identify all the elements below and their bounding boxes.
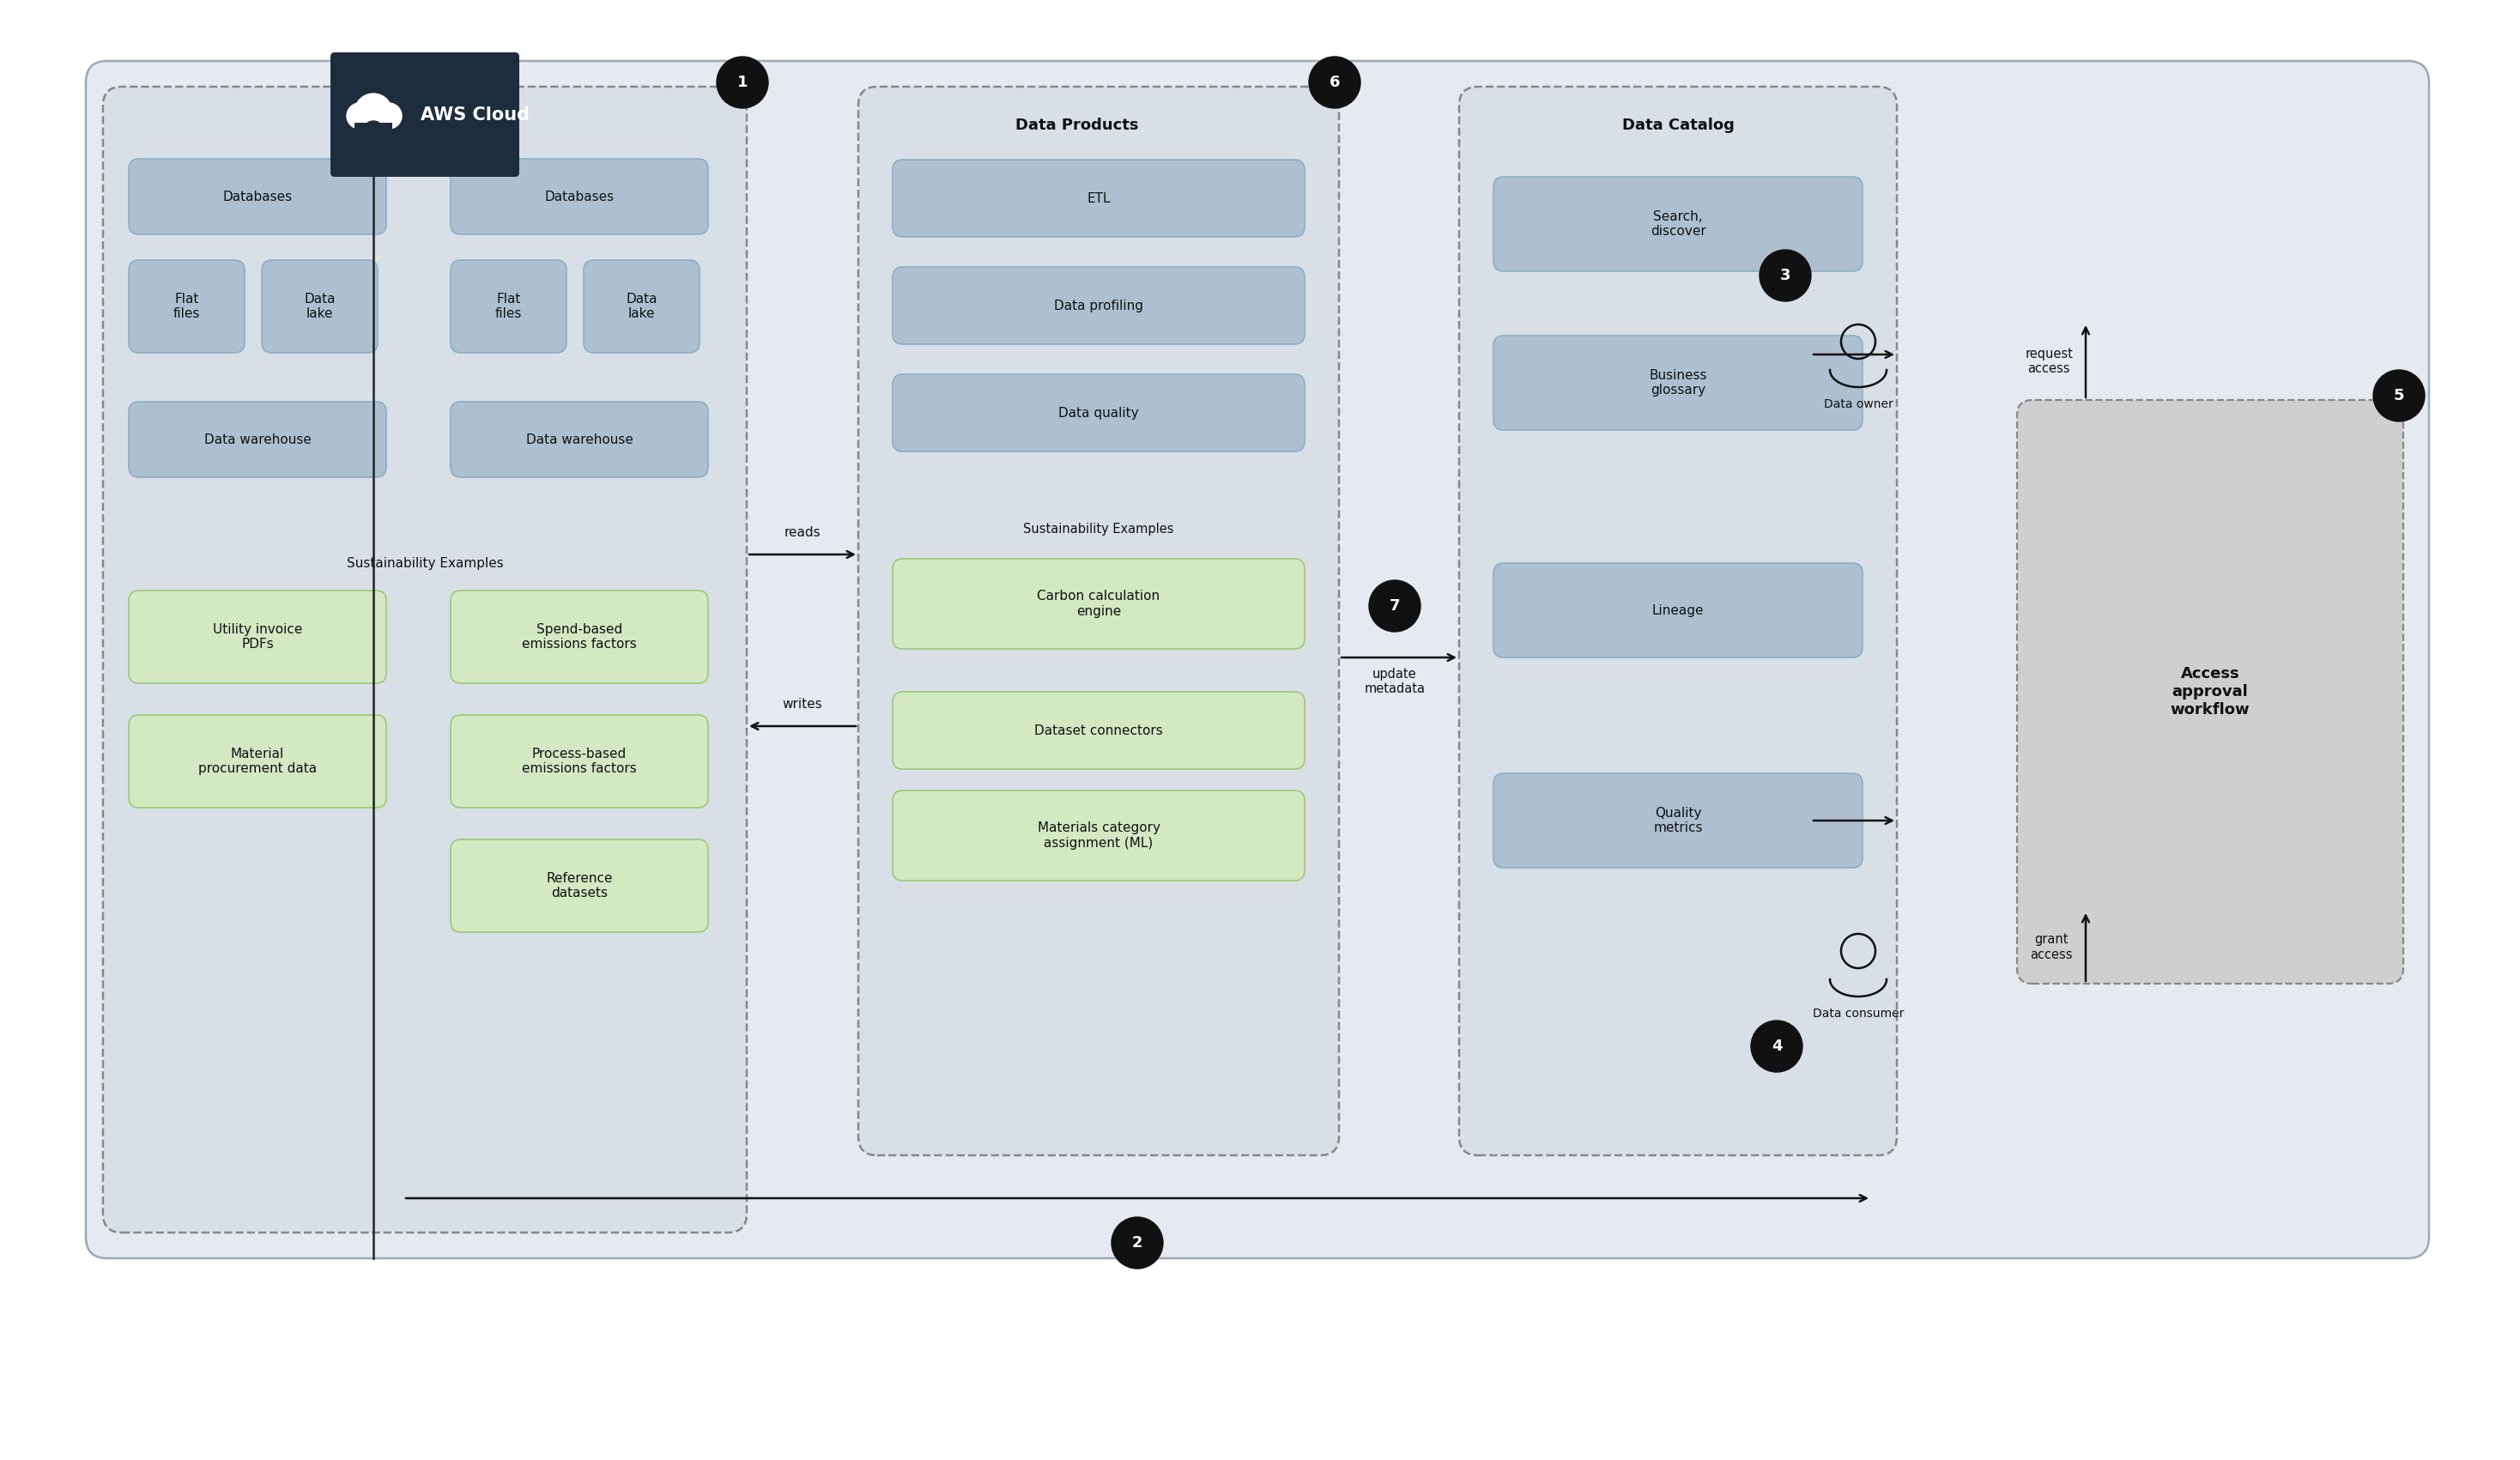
FancyBboxPatch shape	[451, 159, 708, 234]
Text: ETL: ETL	[1086, 191, 1111, 204]
FancyBboxPatch shape	[451, 715, 708, 807]
Text: Utility invoice
PDFs: Utility invoice PDFs	[212, 623, 302, 651]
Circle shape	[348, 104, 373, 128]
Circle shape	[2374, 369, 2424, 422]
Circle shape	[355, 93, 393, 131]
Text: grant
access: grant access	[2031, 933, 2074, 961]
Text: 2: 2	[1131, 1235, 1142, 1251]
FancyBboxPatch shape	[1494, 177, 1862, 272]
FancyBboxPatch shape	[1459, 86, 1898, 1155]
FancyBboxPatch shape	[129, 159, 386, 234]
Text: Materials category
assignment (ML): Materials category assignment (ML)	[1038, 822, 1159, 850]
Text: Business
glossary: Business glossary	[1648, 369, 1706, 397]
FancyBboxPatch shape	[129, 402, 386, 477]
Text: Databases: Databases	[222, 190, 292, 203]
Circle shape	[1111, 1218, 1164, 1269]
FancyBboxPatch shape	[1494, 336, 1862, 431]
Text: Access
approval
workflow: Access approval workflow	[2170, 666, 2250, 717]
Text: Data
lake: Data lake	[625, 292, 658, 320]
Text: update
metadata: update metadata	[1363, 667, 1426, 695]
Text: Reference
datasets: Reference datasets	[547, 872, 612, 899]
Bar	[355, 123, 393, 136]
Text: 5: 5	[2394, 388, 2404, 403]
Circle shape	[1751, 1021, 1802, 1072]
Text: Material
procurement data: Material procurement data	[199, 748, 318, 775]
Text: 4: 4	[1772, 1038, 1782, 1054]
Circle shape	[1368, 580, 1421, 632]
Text: Data Catalog: Data Catalog	[1623, 118, 1734, 133]
FancyBboxPatch shape	[892, 790, 1305, 880]
FancyBboxPatch shape	[86, 61, 2429, 1259]
FancyBboxPatch shape	[330, 53, 519, 177]
FancyBboxPatch shape	[892, 267, 1305, 345]
Text: Databases: Databases	[544, 190, 615, 203]
Text: Data Stores: Data Stores	[343, 118, 446, 133]
Text: 1: 1	[736, 74, 748, 91]
Text: Data owner: Data owner	[1824, 399, 1893, 410]
Text: Search,
discover: Search, discover	[1651, 210, 1706, 238]
Circle shape	[375, 104, 401, 128]
Text: Dataset connectors: Dataset connectors	[1033, 724, 1162, 737]
Text: reads: reads	[784, 526, 822, 539]
Circle shape	[1759, 250, 1812, 301]
Text: request
access: request access	[2026, 347, 2074, 375]
Text: Data
lake: Data lake	[305, 292, 335, 320]
Text: Quality
metrics: Quality metrics	[1653, 806, 1704, 835]
FancyBboxPatch shape	[451, 590, 708, 683]
Text: Data Products: Data Products	[1016, 118, 1139, 133]
FancyBboxPatch shape	[2016, 400, 2404, 984]
Text: Spend-based
emissions factors: Spend-based emissions factors	[522, 623, 638, 651]
FancyBboxPatch shape	[892, 159, 1305, 237]
Text: Data warehouse: Data warehouse	[527, 434, 633, 445]
Circle shape	[358, 110, 388, 139]
Circle shape	[1308, 57, 1361, 108]
Text: 7: 7	[1389, 599, 1401, 613]
FancyBboxPatch shape	[451, 402, 708, 477]
Text: Sustainability Examples: Sustainability Examples	[345, 556, 504, 569]
FancyBboxPatch shape	[892, 374, 1305, 451]
Text: Data quality: Data quality	[1058, 406, 1139, 419]
Text: Process-based
emissions factors: Process-based emissions factors	[522, 748, 638, 775]
Text: Data warehouse: Data warehouse	[204, 434, 310, 445]
FancyBboxPatch shape	[451, 840, 708, 931]
Text: Flat
files: Flat files	[174, 292, 199, 320]
FancyBboxPatch shape	[1494, 564, 1862, 657]
FancyBboxPatch shape	[129, 590, 386, 683]
Circle shape	[716, 57, 769, 108]
FancyBboxPatch shape	[859, 86, 1338, 1155]
Text: Carbon calculation
engine: Carbon calculation engine	[1038, 590, 1159, 618]
Text: Lineage: Lineage	[1653, 604, 1704, 616]
Text: Sustainability Examples: Sustainability Examples	[1023, 523, 1174, 536]
Text: writes: writes	[784, 698, 822, 711]
Text: 6: 6	[1331, 74, 1341, 91]
FancyBboxPatch shape	[451, 260, 567, 353]
FancyBboxPatch shape	[585, 260, 701, 353]
FancyBboxPatch shape	[1494, 774, 1862, 867]
FancyBboxPatch shape	[892, 692, 1305, 769]
FancyBboxPatch shape	[129, 715, 386, 807]
FancyBboxPatch shape	[103, 86, 746, 1232]
Text: Flat
files: Flat files	[494, 292, 522, 320]
FancyBboxPatch shape	[129, 260, 244, 353]
FancyBboxPatch shape	[262, 260, 378, 353]
Text: 3: 3	[1779, 267, 1792, 283]
Text: AWS Cloud: AWS Cloud	[421, 107, 529, 124]
Circle shape	[363, 121, 383, 142]
Text: Data profiling: Data profiling	[1053, 299, 1144, 312]
FancyBboxPatch shape	[892, 559, 1305, 648]
Text: Data consumer: Data consumer	[1812, 1007, 1905, 1019]
